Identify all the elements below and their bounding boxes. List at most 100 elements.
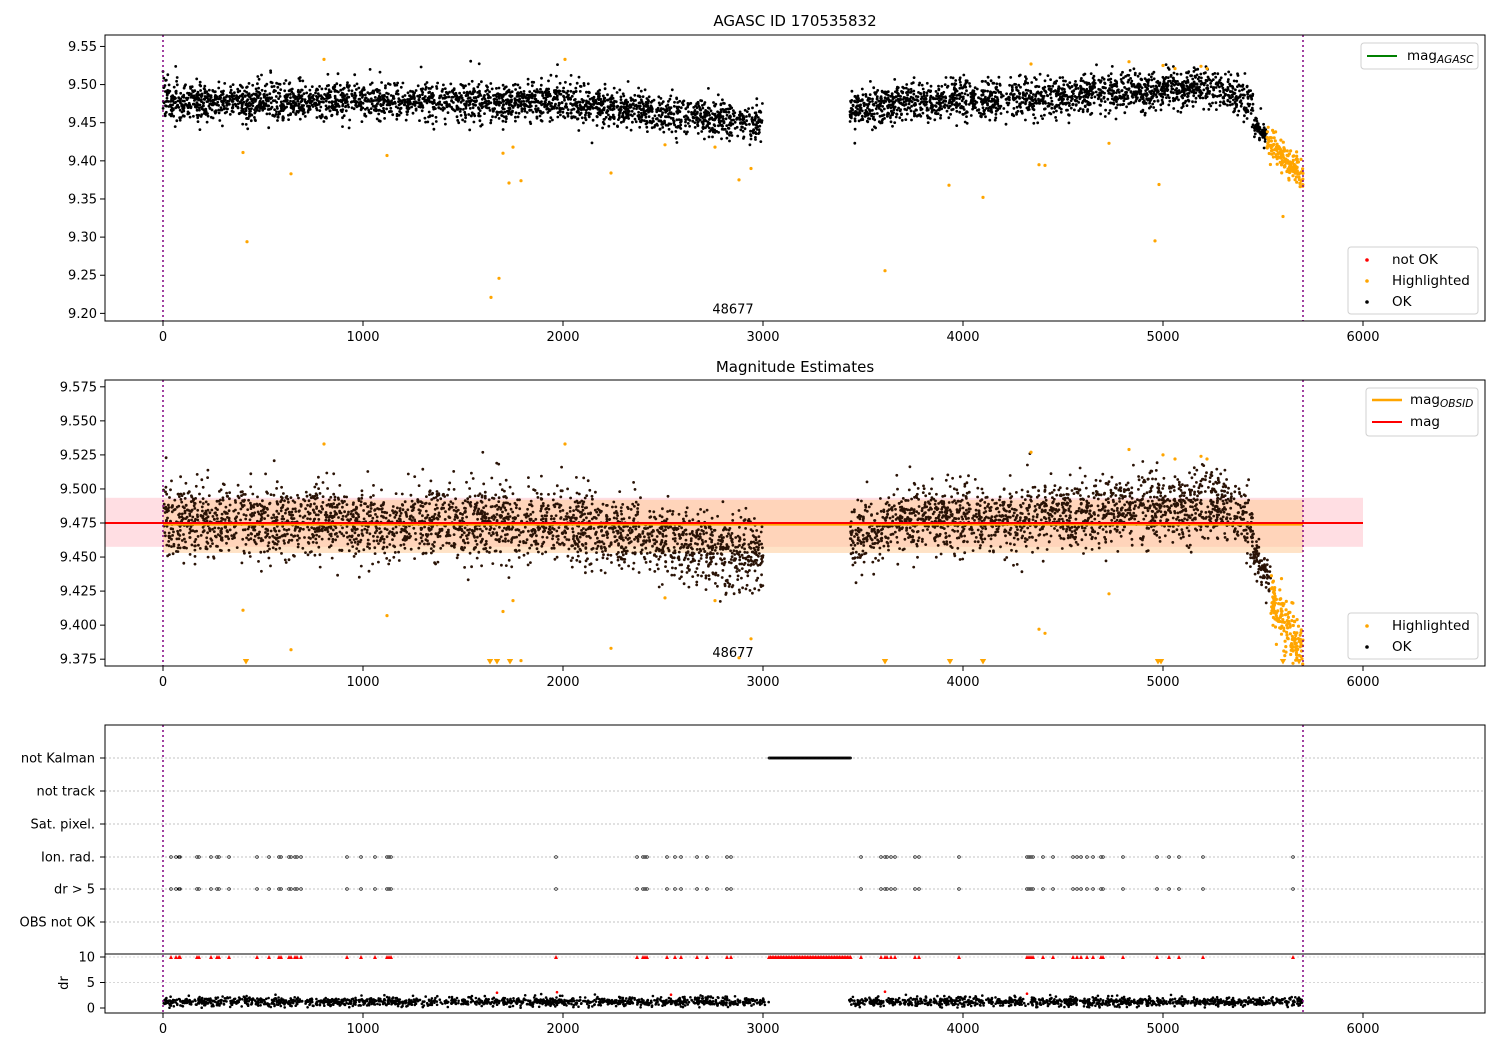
- agasc-ok-point: [518, 86, 522, 90]
- agasc-ok-point: [1151, 102, 1155, 106]
- agasc-ok-point: [399, 106, 403, 110]
- agasc-ok-point: [1127, 73, 1131, 77]
- agasc-ok-point: [501, 83, 505, 87]
- agasc-ok-point: [958, 78, 962, 82]
- agasc-ok-point: [187, 111, 191, 115]
- legend-not-ok-marker: [1365, 258, 1369, 262]
- agasc-ok-point: [745, 115, 748, 118]
- agasc-ok-point: [226, 102, 230, 106]
- agasc-ok-point: [595, 124, 599, 127]
- agasc-ok-point: [458, 91, 461, 95]
- agasc-ok-point: [1005, 110, 1009, 114]
- agasc-ok-point: [686, 122, 690, 125]
- agasc-ok-point: [1019, 105, 1022, 109]
- agasc-ok-point: [350, 106, 354, 110]
- agasc-ok-point: [943, 83, 947, 86]
- agasc-ok-point: [743, 121, 747, 125]
- agasc-ok-point: [945, 85, 949, 89]
- agasc-ok-point: [713, 104, 717, 108]
- agasc-ok-point: [1243, 108, 1247, 112]
- agasc-ok-point: [1204, 96, 1208, 100]
- agasc-ok-point: [1102, 95, 1106, 99]
- agasc-ok-point: [523, 115, 527, 119]
- agasc-ok-point: [1173, 83, 1176, 87]
- agasc-ok-point: [889, 94, 893, 98]
- agasc-ok-point: [346, 103, 350, 106]
- agasc-ok-point: [230, 92, 234, 95]
- agasc-ok-point: [1034, 95, 1037, 98]
- agasc-ok-point: [1131, 92, 1134, 96]
- agasc-ok-point: [291, 105, 295, 109]
- agasc-ok-point: [693, 110, 697, 113]
- agasc-ok-point: [207, 88, 211, 92]
- agasc-highlighted-point: [1282, 146, 1286, 150]
- agasc-ok-point: [683, 130, 686, 134]
- agasc-ok-point: [276, 119, 279, 122]
- agasc-xtick-label: 0: [159, 330, 167, 345]
- agasc-ok-point: [1179, 72, 1183, 76]
- agasc-ok-point: [497, 86, 501, 90]
- agasc-ok-point: [684, 114, 688, 118]
- agasc-ok-point: [1081, 110, 1085, 114]
- agasc-ok-point: [461, 118, 464, 122]
- agasc-ok-point: [411, 111, 415, 115]
- agasc-ok-point: [393, 82, 396, 85]
- agasc-ok-point: [960, 91, 964, 95]
- agasc-ok-point: [201, 101, 205, 105]
- agasc-ok-point: [637, 110, 640, 114]
- agasc-ok-point: [1112, 89, 1115, 93]
- agasc-ok-point: [917, 83, 921, 87]
- agasc-ok-point: [263, 89, 267, 93]
- agasc-ok-point: [1033, 116, 1037, 120]
- agasc-ok-point: [925, 106, 929, 110]
- agasc-ok-point: [963, 92, 967, 96]
- agasc-ok-point: [755, 103, 759, 107]
- agasc-ok-point: [922, 97, 926, 101]
- agasc-ok-point: [1222, 88, 1225, 92]
- agasc-ok-point: [517, 111, 521, 115]
- agasc-ok-point: [897, 92, 900, 96]
- agasc-ok-point: [510, 90, 514, 93]
- agasc-ok-point: [348, 118, 352, 122]
- agasc-ok-point: [731, 112, 735, 116]
- agasc-ok-point: [1066, 83, 1069, 87]
- agasc-ok-point: [1258, 131, 1262, 135]
- agasc-ok-point: [1103, 100, 1107, 103]
- agasc-ok-point: [383, 98, 387, 102]
- agasc-ok-point: [708, 113, 711, 117]
- agasc-ok-point: [509, 94, 512, 97]
- agasc-ok-point: [717, 117, 721, 121]
- agasc-ok-point: [989, 79, 993, 83]
- agasc-ok-point: [445, 96, 448, 99]
- agasc-ok-point: [962, 108, 966, 111]
- agasc-ok-point: [517, 100, 521, 103]
- agasc-ok-point: [374, 104, 378, 108]
- agasc-ok-point: [871, 100, 874, 103]
- agasc-ok-point: [353, 73, 357, 77]
- agasc-ok-point: [329, 90, 333, 93]
- agasc-ok-point: [203, 98, 207, 101]
- agasc-ok-point: [713, 131, 717, 134]
- agasc-ok-point: [366, 91, 370, 94]
- estimates-ok-point: [321, 501, 325, 504]
- agasc-ok-point: [1207, 108, 1211, 111]
- agasc-highlighted-point: [981, 195, 985, 199]
- agasc-ok-point: [728, 114, 732, 118]
- agasc-ok-point: [222, 99, 226, 103]
- agasc-ok-point: [935, 109, 938, 113]
- agasc-ok-point: [908, 106, 911, 110]
- agasc-ok-point: [659, 115, 663, 119]
- agasc-ok-point: [441, 88, 445, 91]
- agasc-ok-point: [564, 80, 567, 84]
- agasc-ok-point: [575, 81, 579, 85]
- agasc-ok-point: [855, 110, 858, 114]
- agasc-ok-point: [1114, 95, 1118, 99]
- agasc-ok-point: [574, 103, 578, 107]
- agasc-ok-point: [1099, 98, 1103, 101]
- agasc-ok-point: [486, 102, 490, 106]
- agasc-ok-point: [1223, 102, 1227, 106]
- agasc-ok-point: [1067, 121, 1071, 125]
- agasc-ok-point: [1062, 83, 1066, 87]
- agasc-ok-point: [203, 84, 207, 88]
- agasc-ok-point: [265, 93, 269, 97]
